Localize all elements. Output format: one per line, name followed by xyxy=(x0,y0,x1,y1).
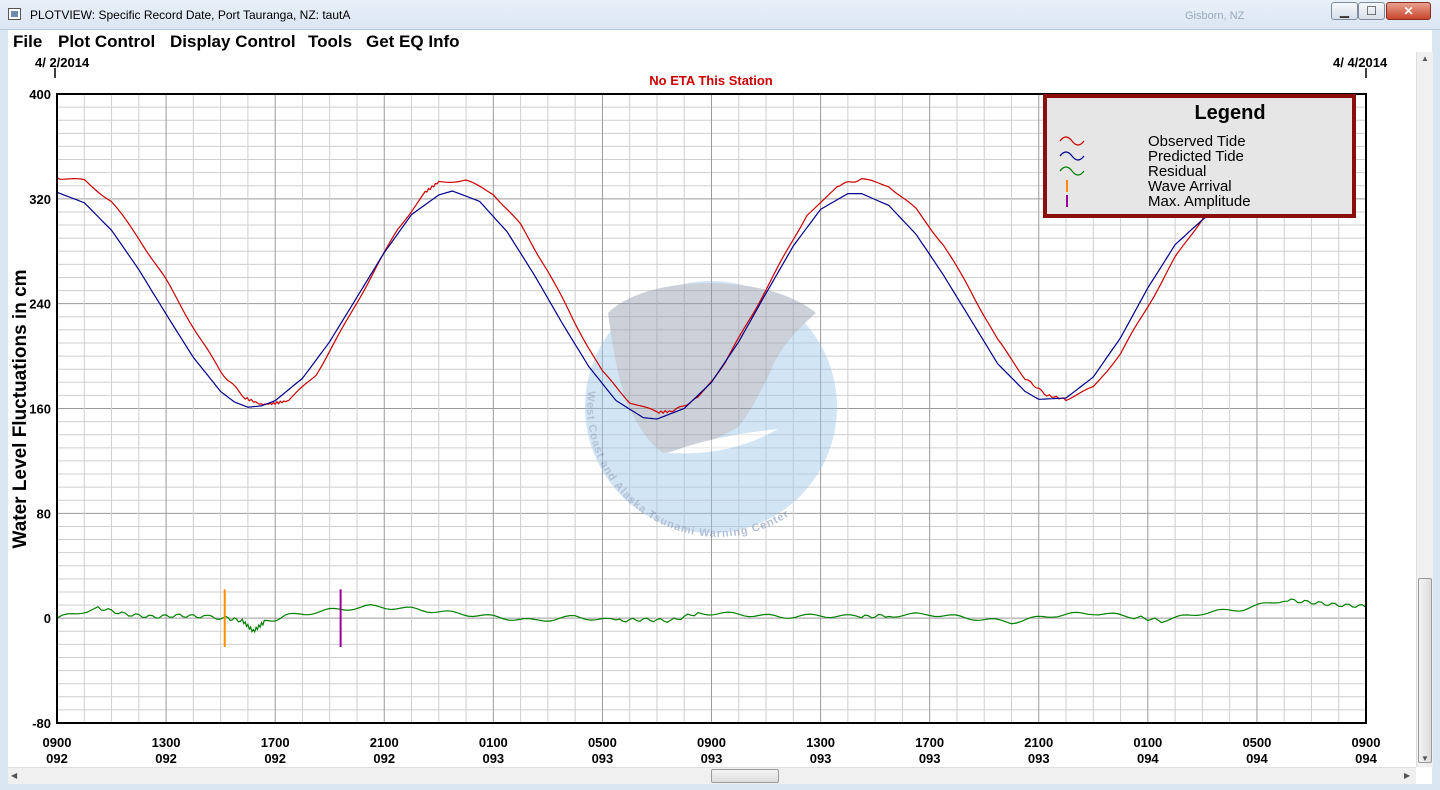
markers-group xyxy=(223,589,342,647)
watermark-circle xyxy=(585,281,837,533)
x-tick-time: 1700 xyxy=(261,735,290,750)
x-tick-day: 093 xyxy=(810,751,832,766)
legend-entry-label: Predicted Tide xyxy=(1148,148,1244,165)
window-title: PLOTVIEW: Specific Record Date, Port Tau… xyxy=(30,8,351,22)
start-date-label: 4/ 2/2014 xyxy=(35,55,90,70)
x-tick-day: 093 xyxy=(919,751,941,766)
legend-entry-label: Max. Amplitude xyxy=(1148,193,1251,210)
x-axis-ticks: 0900092130009217000922100092010009305000… xyxy=(43,735,1381,766)
x-tick-day: 093 xyxy=(482,751,504,766)
horizontal-scroll-thumb[interactable] xyxy=(711,769,779,783)
x-tick-day: 093 xyxy=(1028,751,1050,766)
x-tick-time: 0100 xyxy=(479,735,508,750)
x-tick-time: 0500 xyxy=(1242,735,1271,750)
x-tick-time: 0900 xyxy=(1352,735,1381,750)
x-tick-time: 0500 xyxy=(588,735,617,750)
legend-entry-label: Wave Arrival xyxy=(1148,178,1232,195)
menu-get-eq-info[interactable]: Get EQ Info xyxy=(366,32,460,51)
legend-swatch-wave xyxy=(1059,151,1085,161)
scroll-down-icon[interactable]: ▼ xyxy=(1421,754,1429,763)
horizontal-scrollbar[interactable]: ◀ ▶ xyxy=(8,767,1416,784)
title-bar: PLOTVIEW: Specific Record Date, Port Tau… xyxy=(0,0,1440,30)
watermark-bird xyxy=(608,283,816,453)
x-tick-day: 094 xyxy=(1355,751,1377,766)
watermark-logo: West Coast and Alaska Tsunami Warning Ce… xyxy=(584,281,837,540)
close-button[interactable]: ✕ xyxy=(1386,2,1431,20)
x-tick-time: 0100 xyxy=(1133,735,1162,750)
x-tick-time: 1300 xyxy=(806,735,835,750)
minimize-button[interactable]: ▁ xyxy=(1331,2,1358,20)
y-axis-ticks: -80 0 80 160 240 320 400 xyxy=(29,87,51,731)
watermark-wave xyxy=(668,429,778,454)
series-predicted-tide xyxy=(56,190,1217,420)
legend-frame xyxy=(1043,94,1356,218)
x-tick-time: 1700 xyxy=(915,735,944,750)
x-tick-day: 092 xyxy=(155,751,177,766)
background-window-hint: Gisborn, NZ xyxy=(1185,10,1245,22)
x-tick-day: 093 xyxy=(592,751,614,766)
menu-file[interactable]: File xyxy=(13,32,43,51)
end-date-label: 4/ 4/2014 xyxy=(1333,55,1388,70)
x-tick-day: 092 xyxy=(264,751,286,766)
window-frame-right xyxy=(1432,30,1440,790)
legend-entry-label: Observed Tide xyxy=(1148,133,1246,150)
plot-frame xyxy=(56,93,1367,724)
legend-swatch-wave xyxy=(1059,166,1085,176)
y-axis-label: Water Level Fluctuations in cm xyxy=(10,269,31,548)
x-tick-day: 094 xyxy=(1246,751,1268,766)
x-tick-day: 093 xyxy=(701,751,723,766)
plot-grid xyxy=(56,93,1367,724)
window-frame-left xyxy=(0,30,8,790)
window-frame-bottom xyxy=(0,784,1440,790)
scroll-left-icon[interactable]: ◀ xyxy=(11,771,18,780)
x-tick-day: 092 xyxy=(46,751,68,766)
vertical-scroll-thumb[interactable] xyxy=(1418,578,1432,763)
app-icon[interactable] xyxy=(8,8,21,20)
vertical-scrollbar[interactable]: ▲ ▼ xyxy=(1416,52,1433,767)
x-tick-time: 2100 xyxy=(370,735,399,750)
y-tick-label: 320 xyxy=(29,192,51,207)
x-tick-day: 092 xyxy=(373,751,395,766)
menu-plot-control[interactable]: Plot Control xyxy=(58,32,156,51)
y-tick-label: 160 xyxy=(29,402,51,417)
x-tick-time: 0900 xyxy=(43,735,72,750)
eta-notice: No ETA This Station xyxy=(649,73,773,88)
series-group xyxy=(56,177,1367,634)
scroll-right-icon[interactable]: ▶ xyxy=(1404,771,1411,780)
x-tick-day: 094 xyxy=(1137,751,1159,766)
series-observed-tide xyxy=(56,177,1217,414)
y-tick-label: -80 xyxy=(32,716,51,731)
y-tick-label: 80 xyxy=(37,506,51,521)
x-tick-time: 0900 xyxy=(697,735,726,750)
x-tick-time: 1300 xyxy=(152,735,181,750)
menu-display-control[interactable]: Display Control xyxy=(170,32,296,51)
y-tick-label: 240 xyxy=(29,297,51,312)
menu-tools[interactable]: Tools xyxy=(308,32,353,51)
legend-title: Legend xyxy=(1194,102,1265,124)
legend-swatch-wave xyxy=(1059,136,1085,146)
x-tick-time: 2100 xyxy=(1024,735,1053,750)
maximize-button[interactable]: ☐ xyxy=(1358,2,1385,20)
y-tick-label: 400 xyxy=(29,87,51,102)
series-residual xyxy=(56,598,1367,634)
y-tick-label: 0 xyxy=(44,611,51,626)
legend-entry-label: Residual xyxy=(1148,163,1206,180)
menu-bar: File Plot Control Display Control Tools … xyxy=(8,30,1432,51)
scroll-up-icon[interactable]: ▲ xyxy=(1421,54,1429,63)
tide-plot: West Coast and Alaska Tsunami Warning Ce… xyxy=(10,55,1388,766)
